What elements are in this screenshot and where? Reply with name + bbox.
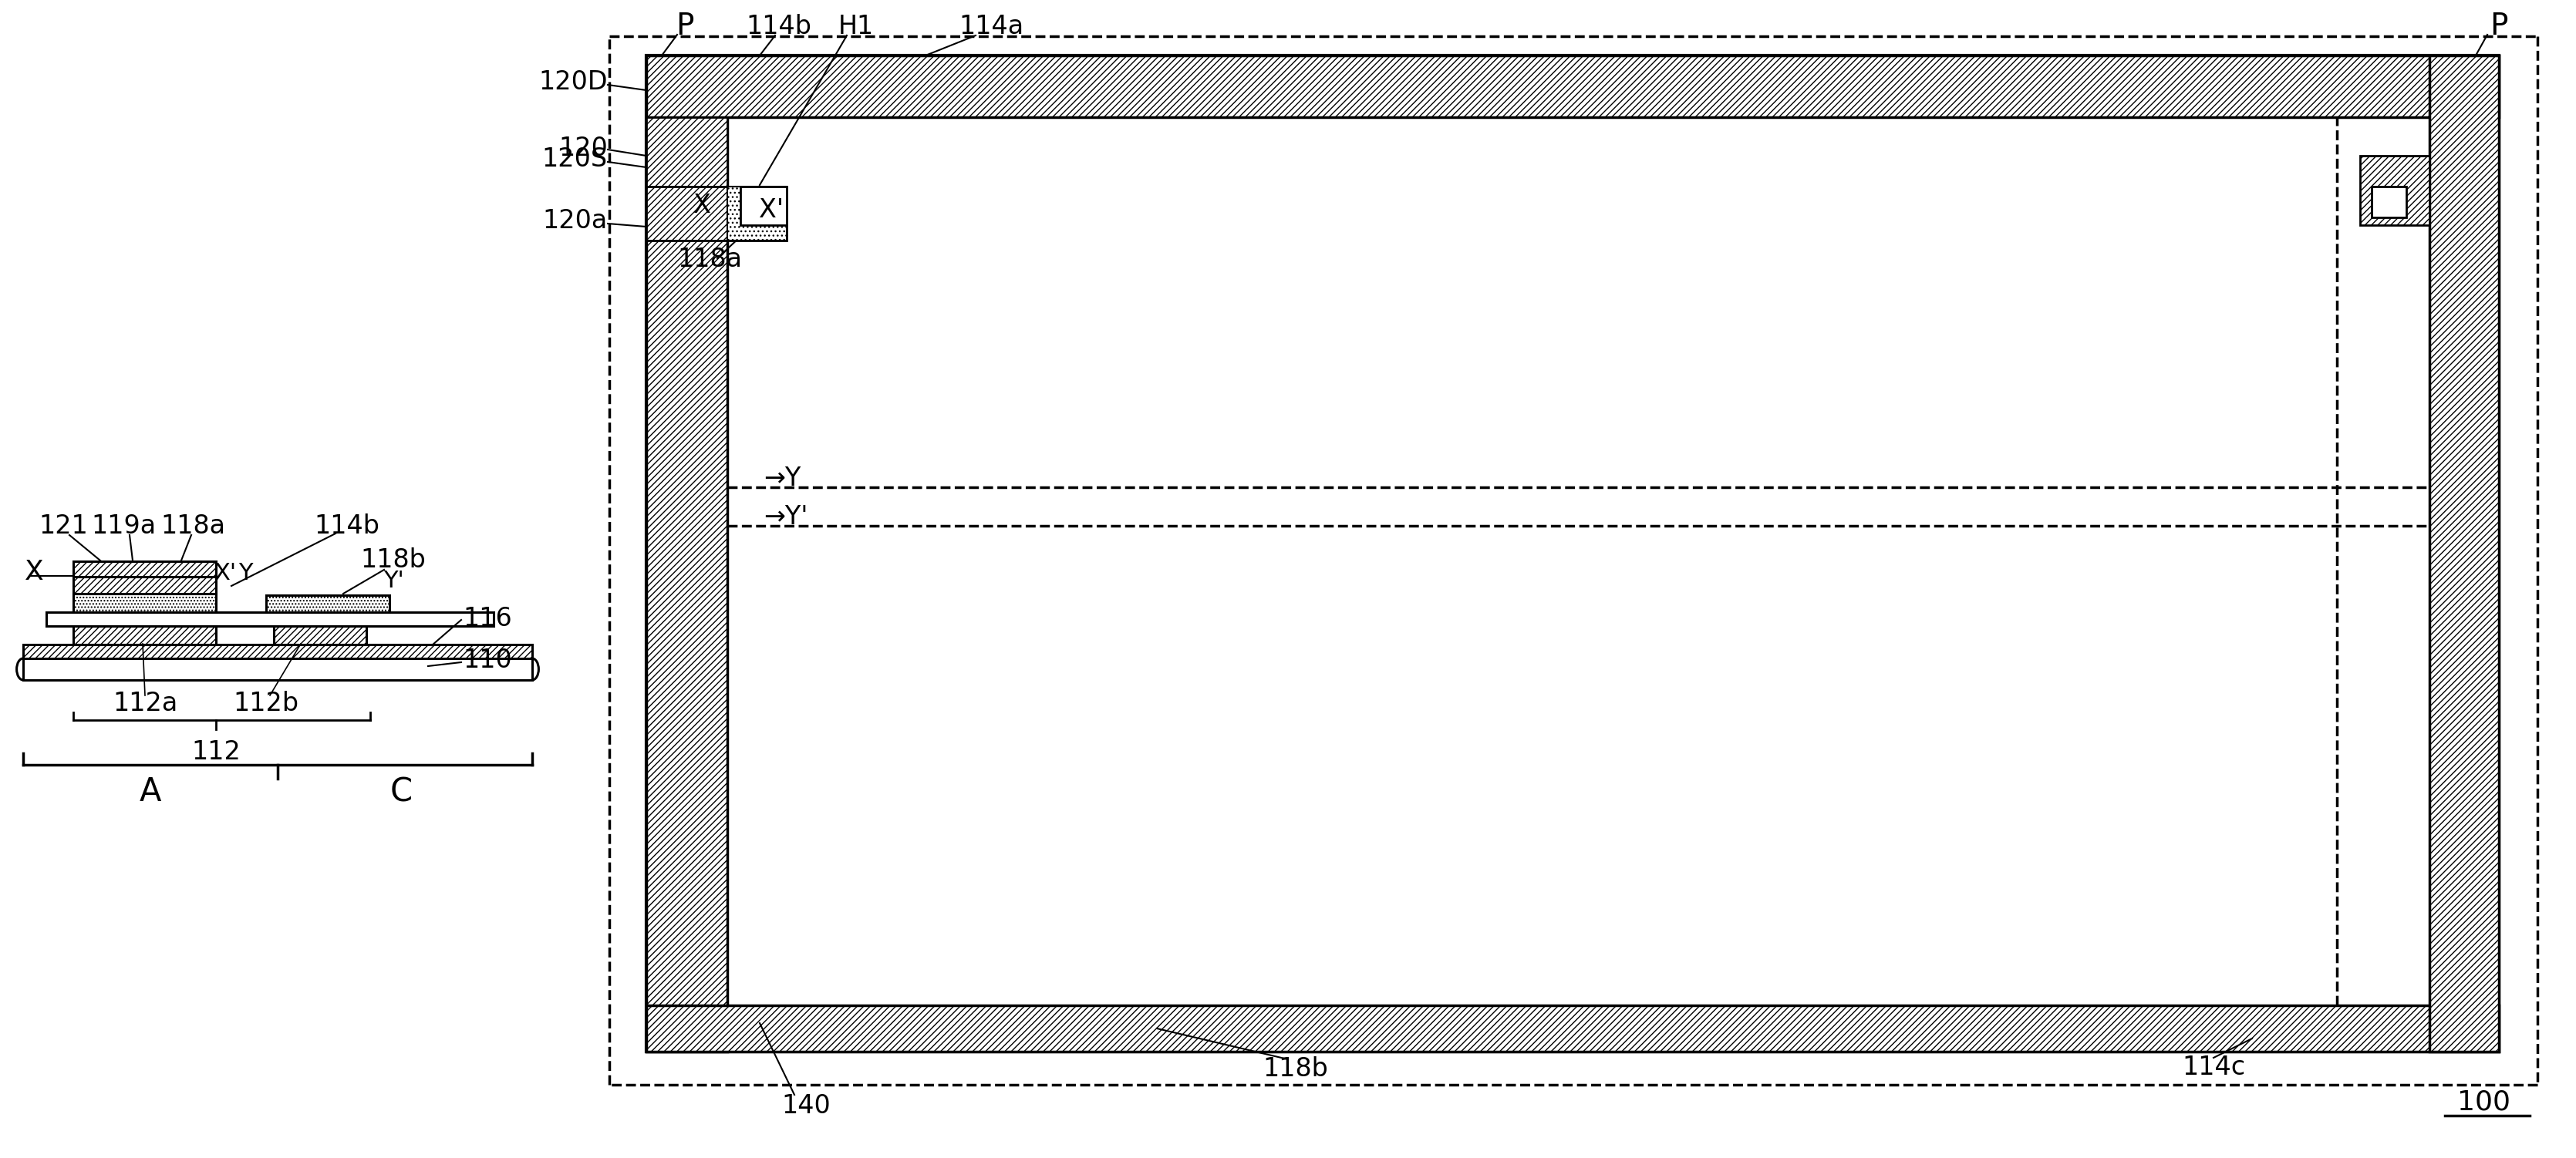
Text: 114a: 114a [958, 14, 1023, 39]
Text: C: C [389, 776, 412, 808]
Text: 114b: 114b [314, 513, 379, 538]
Bar [739, 186, 786, 225]
Text: 121: 121 [39, 513, 88, 538]
Text: 112a: 112a [113, 690, 178, 716]
Text: 120S: 120S [541, 147, 608, 173]
Bar [2360, 155, 2429, 225]
Text: 116: 116 [464, 606, 513, 631]
Bar [72, 626, 216, 645]
Bar [72, 562, 216, 577]
Text: Y: Y [237, 563, 252, 585]
Bar [265, 595, 389, 613]
Text: 114c: 114c [2182, 1054, 2246, 1079]
Text: 114b: 114b [747, 14, 811, 39]
Bar [647, 56, 726, 1051]
Bar [647, 117, 726, 186]
Bar [647, 1005, 2499, 1051]
Text: 120: 120 [559, 135, 608, 161]
Bar [647, 186, 786, 241]
Text: X: X [26, 559, 44, 585]
Text: →Y': →Y' [762, 504, 809, 529]
Bar [2429, 56, 2499, 1051]
Text: 118b: 118b [361, 548, 425, 573]
Text: X: X [693, 193, 711, 219]
Text: 118a: 118a [677, 247, 742, 272]
Bar [647, 56, 2499, 1051]
Bar [2372, 186, 2406, 218]
Text: X': X' [214, 563, 237, 585]
Bar [726, 186, 786, 241]
Bar [72, 594, 216, 613]
Bar [23, 659, 533, 680]
Bar [2429, 117, 2496, 1005]
Text: 112b: 112b [234, 690, 299, 716]
Text: 110: 110 [464, 648, 513, 674]
Bar [23, 645, 533, 659]
Text: 118b: 118b [1262, 1056, 1329, 1082]
Text: X': X' [760, 197, 783, 222]
Bar [726, 117, 2336, 1005]
Bar [273, 626, 366, 645]
Text: 120a: 120a [544, 208, 608, 234]
Bar [46, 613, 495, 626]
Bar [72, 577, 216, 594]
Text: 120D: 120D [538, 69, 608, 95]
Text: P: P [2491, 12, 2509, 41]
Text: 119a: 119a [90, 513, 155, 538]
Bar [647, 56, 2499, 117]
Text: A: A [139, 776, 162, 808]
Text: Y': Y' [384, 570, 404, 593]
Text: P: P [675, 12, 693, 41]
Text: 140: 140 [781, 1093, 829, 1119]
Text: H1: H1 [837, 14, 873, 39]
Text: 112: 112 [191, 739, 240, 764]
Text: 100: 100 [2458, 1090, 2509, 1115]
Text: →Y: →Y [762, 466, 801, 491]
Text: 118a: 118a [160, 513, 224, 538]
